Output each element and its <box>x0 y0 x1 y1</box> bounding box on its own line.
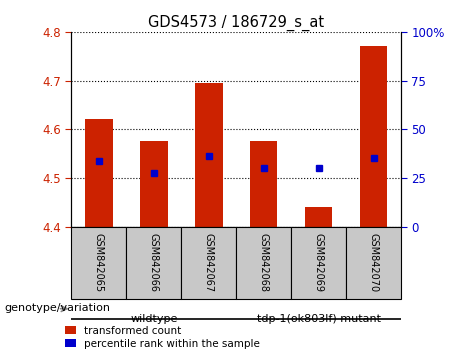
Title: GDS4573 / 186729_s_at: GDS4573 / 186729_s_at <box>148 14 325 30</box>
Text: GSM842065: GSM842065 <box>94 233 104 292</box>
Bar <box>85 119 112 227</box>
Bar <box>71 227 126 299</box>
Text: GSM842068: GSM842068 <box>259 233 269 292</box>
Text: wildtype: wildtype <box>130 314 177 324</box>
Bar <box>140 141 168 227</box>
Text: GSM842070: GSM842070 <box>369 233 378 292</box>
Legend: transformed count, percentile rank within the sample: transformed count, percentile rank withi… <box>65 326 260 349</box>
Bar <box>346 227 401 299</box>
Bar <box>181 227 236 299</box>
Text: GSM842069: GSM842069 <box>313 233 324 292</box>
Bar <box>236 227 291 299</box>
Bar <box>250 141 278 227</box>
Bar <box>195 83 223 227</box>
Text: tdp-1(ok803lf) mutant: tdp-1(ok803lf) mutant <box>257 314 381 324</box>
Bar <box>305 207 332 227</box>
Text: GSM842066: GSM842066 <box>149 233 159 292</box>
Text: GSM842067: GSM842067 <box>204 233 214 292</box>
Bar <box>126 227 181 299</box>
Text: genotype/variation: genotype/variation <box>5 303 111 313</box>
Bar <box>291 227 346 299</box>
Bar <box>360 46 387 227</box>
